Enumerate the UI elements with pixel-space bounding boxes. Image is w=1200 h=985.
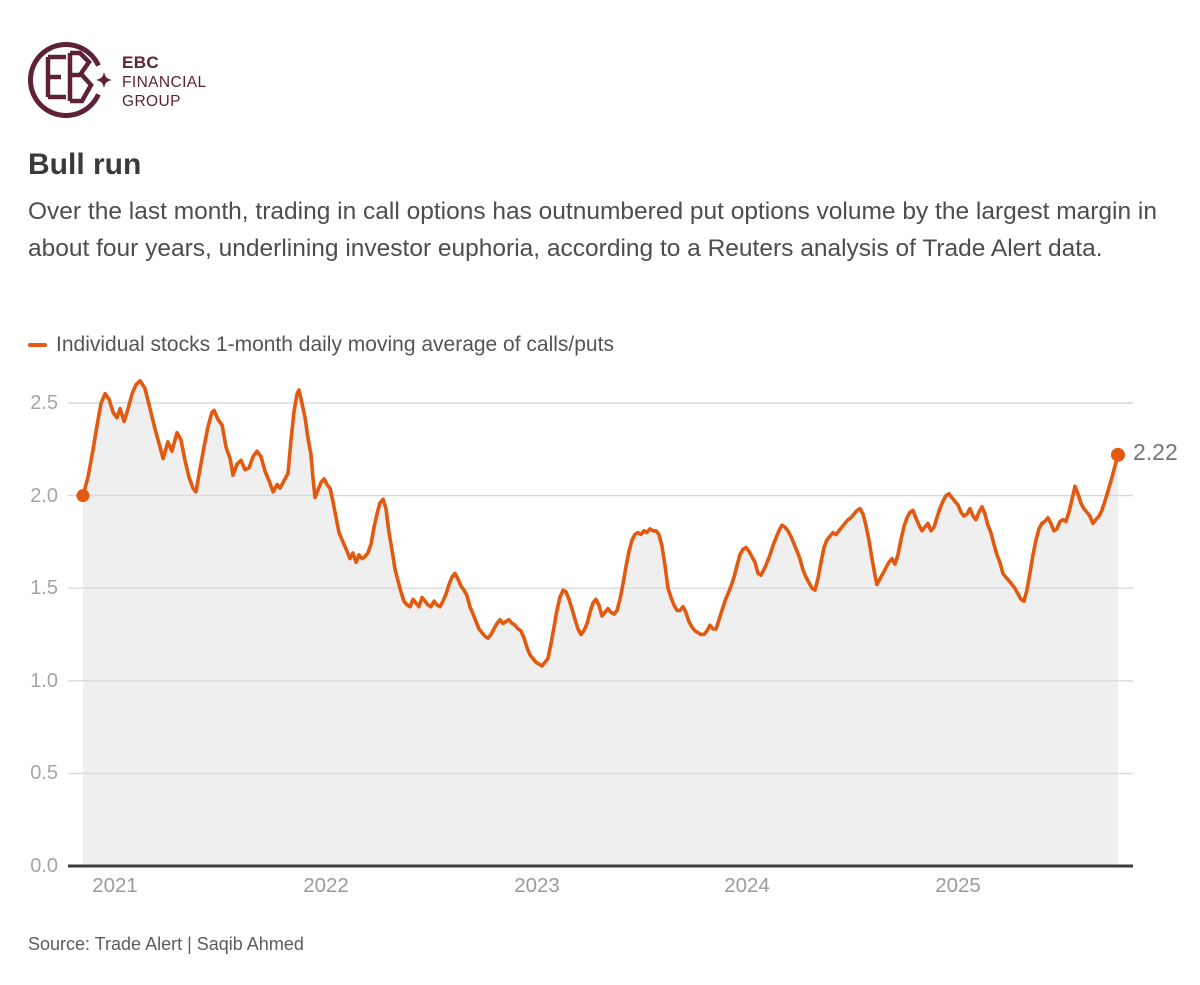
x-axis-tick-label: 2023 (514, 874, 560, 897)
page-title: Bull run (28, 148, 142, 181)
y-axis-tick-label: 0.0 (30, 855, 58, 877)
x-axis-tick-label: 2025 (935, 874, 981, 897)
chart-description: Over the last month, trading in call opt… (28, 198, 1157, 262)
series-line (81, 379, 1120, 668)
sparkle-icon (96, 72, 112, 88)
logo-line-3: GROUP (122, 93, 181, 110)
legend: Individual stocks 1-month daily moving a… (28, 331, 614, 359)
y-axis-tick-label: 0.5 (30, 762, 58, 785)
end-point-marker (1110, 447, 1125, 462)
x-axis-tick-label: 2024 (724, 874, 770, 897)
source-credit: Source: Trade Alert | Saqib Ahmed (28, 934, 304, 954)
y-axis-tick-label: 1.5 (30, 577, 58, 600)
series-area (83, 380, 1118, 866)
y-axis-tick-label: 2.0 (30, 484, 58, 507)
logo-line-2: FINANCIAL (122, 73, 207, 91)
ebc-logo-icon (28, 42, 112, 118)
y-axis-tick-label: 1.0 (30, 669, 58, 692)
x-axis-tick-label: 2022 (303, 874, 349, 897)
start-point-marker (76, 489, 90, 503)
legend-label: Individual stocks 1-month daily moving a… (56, 333, 614, 356)
ebc-logo-wordmark: EBC FINANCIAL GROUP (122, 53, 207, 112)
y-axis-tick-label: 2.5 (30, 392, 58, 414)
logo-line-1: EBC (122, 53, 160, 72)
legend-line-swatch (28, 342, 47, 348)
end-value-label: 2.22 (1133, 439, 1178, 465)
x-axis-tick-label: 2021 (92, 874, 138, 897)
